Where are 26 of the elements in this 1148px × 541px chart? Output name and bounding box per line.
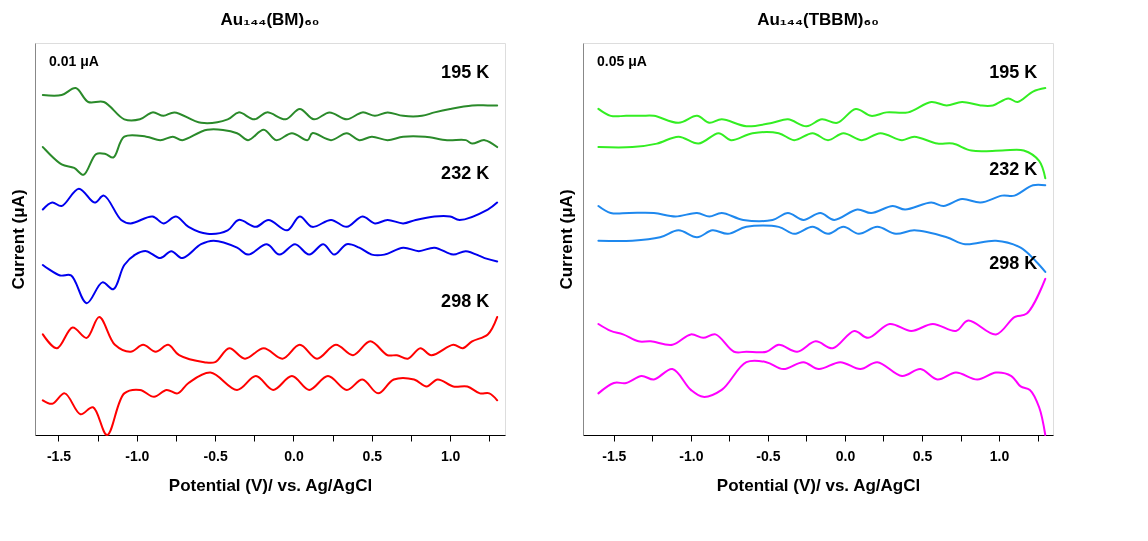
series-label: 232 K	[989, 159, 1038, 180]
x-tick-label: -1.5	[46, 447, 72, 464]
x-tick-label: 0.5	[362, 447, 383, 464]
chart-title: Au₁₄₄(BM)₆₀	[220, 10, 320, 29]
x-tick-label: -0.5	[203, 447, 228, 464]
x-tick-label: 0.5	[912, 447, 933, 464]
series-label: 195 K	[989, 62, 1038, 83]
x-axis-title: Potential (V)/ vs. Ag/AgCl	[716, 475, 921, 495]
series-label: 298 K	[989, 252, 1038, 273]
x-tick-label: -1.5	[602, 447, 627, 464]
x-axis-title: Potential (V)/ vs. Ag/AgCl	[168, 475, 373, 495]
x-tick-label: -0.5	[756, 447, 781, 464]
x-tick-label: 1.0	[989, 447, 1010, 464]
x-tick-label: 0.0	[284, 447, 304, 464]
series-label: 195 K	[441, 62, 490, 83]
x-tick-label: -1.0	[679, 447, 704, 464]
chart-title: Au₁₄₄(TBBM)₆₀	[757, 10, 879, 29]
x-tick-label: 0.0	[835, 447, 856, 464]
text: 0.05 μA	[597, 53, 647, 69]
series-label: 298 K	[441, 291, 490, 312]
y-axis-title: Current (μA)	[8, 189, 28, 290]
y-axis-title: Current (μA)	[556, 189, 576, 290]
series-label: 232 K	[441, 162, 490, 183]
text: 0.01 μA	[49, 53, 99, 69]
x-tick-label: -1.0	[125, 447, 150, 464]
x-tick-label: 1.0	[440, 447, 461, 464]
